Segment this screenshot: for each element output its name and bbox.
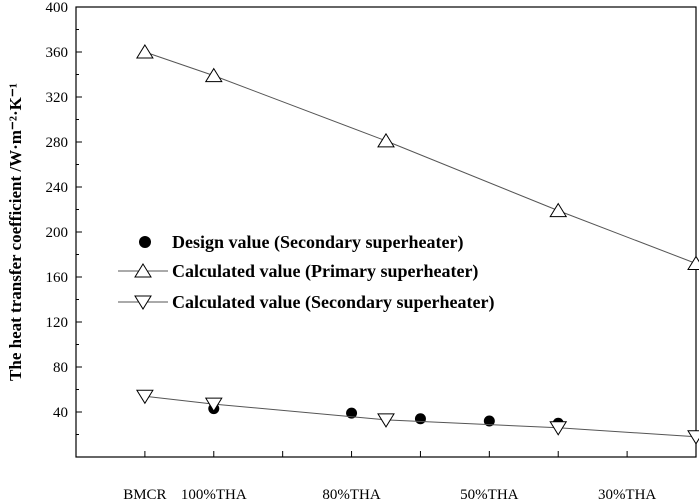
data-point <box>204 67 223 83</box>
data-point <box>483 415 495 427</box>
legend-marker-design <box>139 236 151 248</box>
data-point <box>549 421 568 436</box>
x-tick-label: 100%THA <box>181 487 247 502</box>
data-point <box>346 407 358 419</box>
y-tick-label: 400 <box>46 0 69 16</box>
y-tick-label: 40 <box>53 405 68 421</box>
y-tick-label: 240 <box>46 180 69 196</box>
series-1 <box>135 44 699 270</box>
legend-marker-primary <box>134 263 152 278</box>
x-tick-label: 50%THA <box>460 487 518 502</box>
legend-label-primary: Calculated value (Primary superheater) <box>172 261 478 282</box>
legend: Design value (Secondary superheater) Cal… <box>118 232 494 313</box>
x-tick-label: 80%THA <box>322 487 380 502</box>
y-tick-label: 160 <box>46 270 69 286</box>
data-point <box>549 202 568 218</box>
data-point <box>135 44 154 59</box>
legend-label-secondary: Calculated value (Secondary superheater) <box>172 292 494 313</box>
x-axis: BMCR 100%THA 80%THA 50%THA 30%THA <box>123 451 697 502</box>
y-axis-title: The heat transfer coefficient /W·m⁻²·K⁻¹ <box>6 83 25 381</box>
y-tick-label: 320 <box>46 90 69 106</box>
y-axis: 40 80 120 160 200 240 280 320 360 400 <box>46 0 82 435</box>
data-point <box>204 397 223 413</box>
x-tick-label: BMCR <box>123 487 166 502</box>
legend-label-design: Design value (Secondary superheater) <box>172 232 463 253</box>
data-point <box>377 413 395 428</box>
y-tick-label: 120 <box>46 315 69 331</box>
series-2 <box>135 389 699 445</box>
series-layer <box>135 44 699 445</box>
data-point <box>414 413 426 425</box>
data-point <box>687 255 699 270</box>
y-tick-label: 360 <box>46 45 69 61</box>
data-point <box>687 430 699 445</box>
legend-marker-secondary <box>134 295 152 310</box>
data-point <box>135 389 154 405</box>
data-point <box>377 132 395 148</box>
y-tick-label: 80 <box>53 360 68 376</box>
y-tick-label: 280 <box>46 135 69 151</box>
y-tick-label: 200 <box>46 225 69 241</box>
x-tick-label: 30%THA <box>598 487 656 502</box>
